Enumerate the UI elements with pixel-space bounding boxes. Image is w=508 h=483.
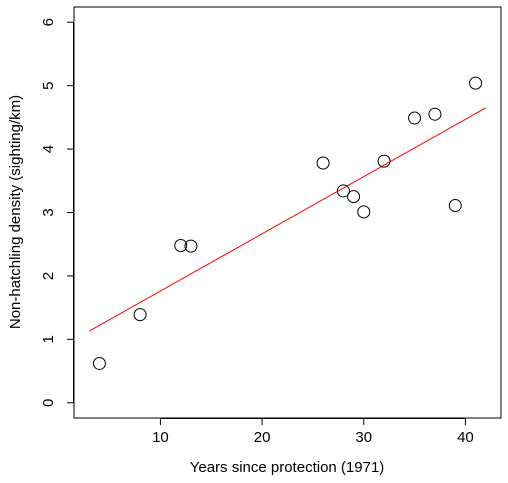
y-tick-label: 2 [40,272,57,280]
x-axis-label: Years since protection (1971) [190,459,385,476]
data-point [408,111,422,125]
data-points [92,76,483,370]
y-tick-label: 0 [40,399,57,407]
data-point [92,356,106,370]
y-tick-label: 1 [40,335,57,343]
data-point [357,205,371,219]
y-tick-label: 3 [40,208,57,216]
data-point [347,190,361,204]
data-point [184,239,198,253]
x-tick-label: 30 [355,429,372,446]
data-point [316,156,330,170]
data-point [469,76,483,90]
y-tick-label: 4 [40,145,57,153]
data-point [336,184,350,198]
x-tick-label: 10 [152,429,169,446]
x-tick-label: 40 [457,429,474,446]
y-tick-label: 5 [40,81,57,89]
y-tick-label: 6 [40,18,57,26]
y-axis-label: Non-hatchling density (sighting/km) [7,95,24,329]
x-tick-label: 20 [254,429,271,446]
y-axis: 0 1 2 3 4 5 6 [40,18,74,407]
data-point [174,238,188,252]
x-axis: 10 20 30 40 [152,418,474,446]
data-point [133,308,147,322]
data-point [428,107,442,121]
trend-line-group [89,107,486,332]
data-point [377,154,391,168]
trend-line [89,107,486,332]
plot-frame [73,6,502,419]
data-point [448,199,462,213]
